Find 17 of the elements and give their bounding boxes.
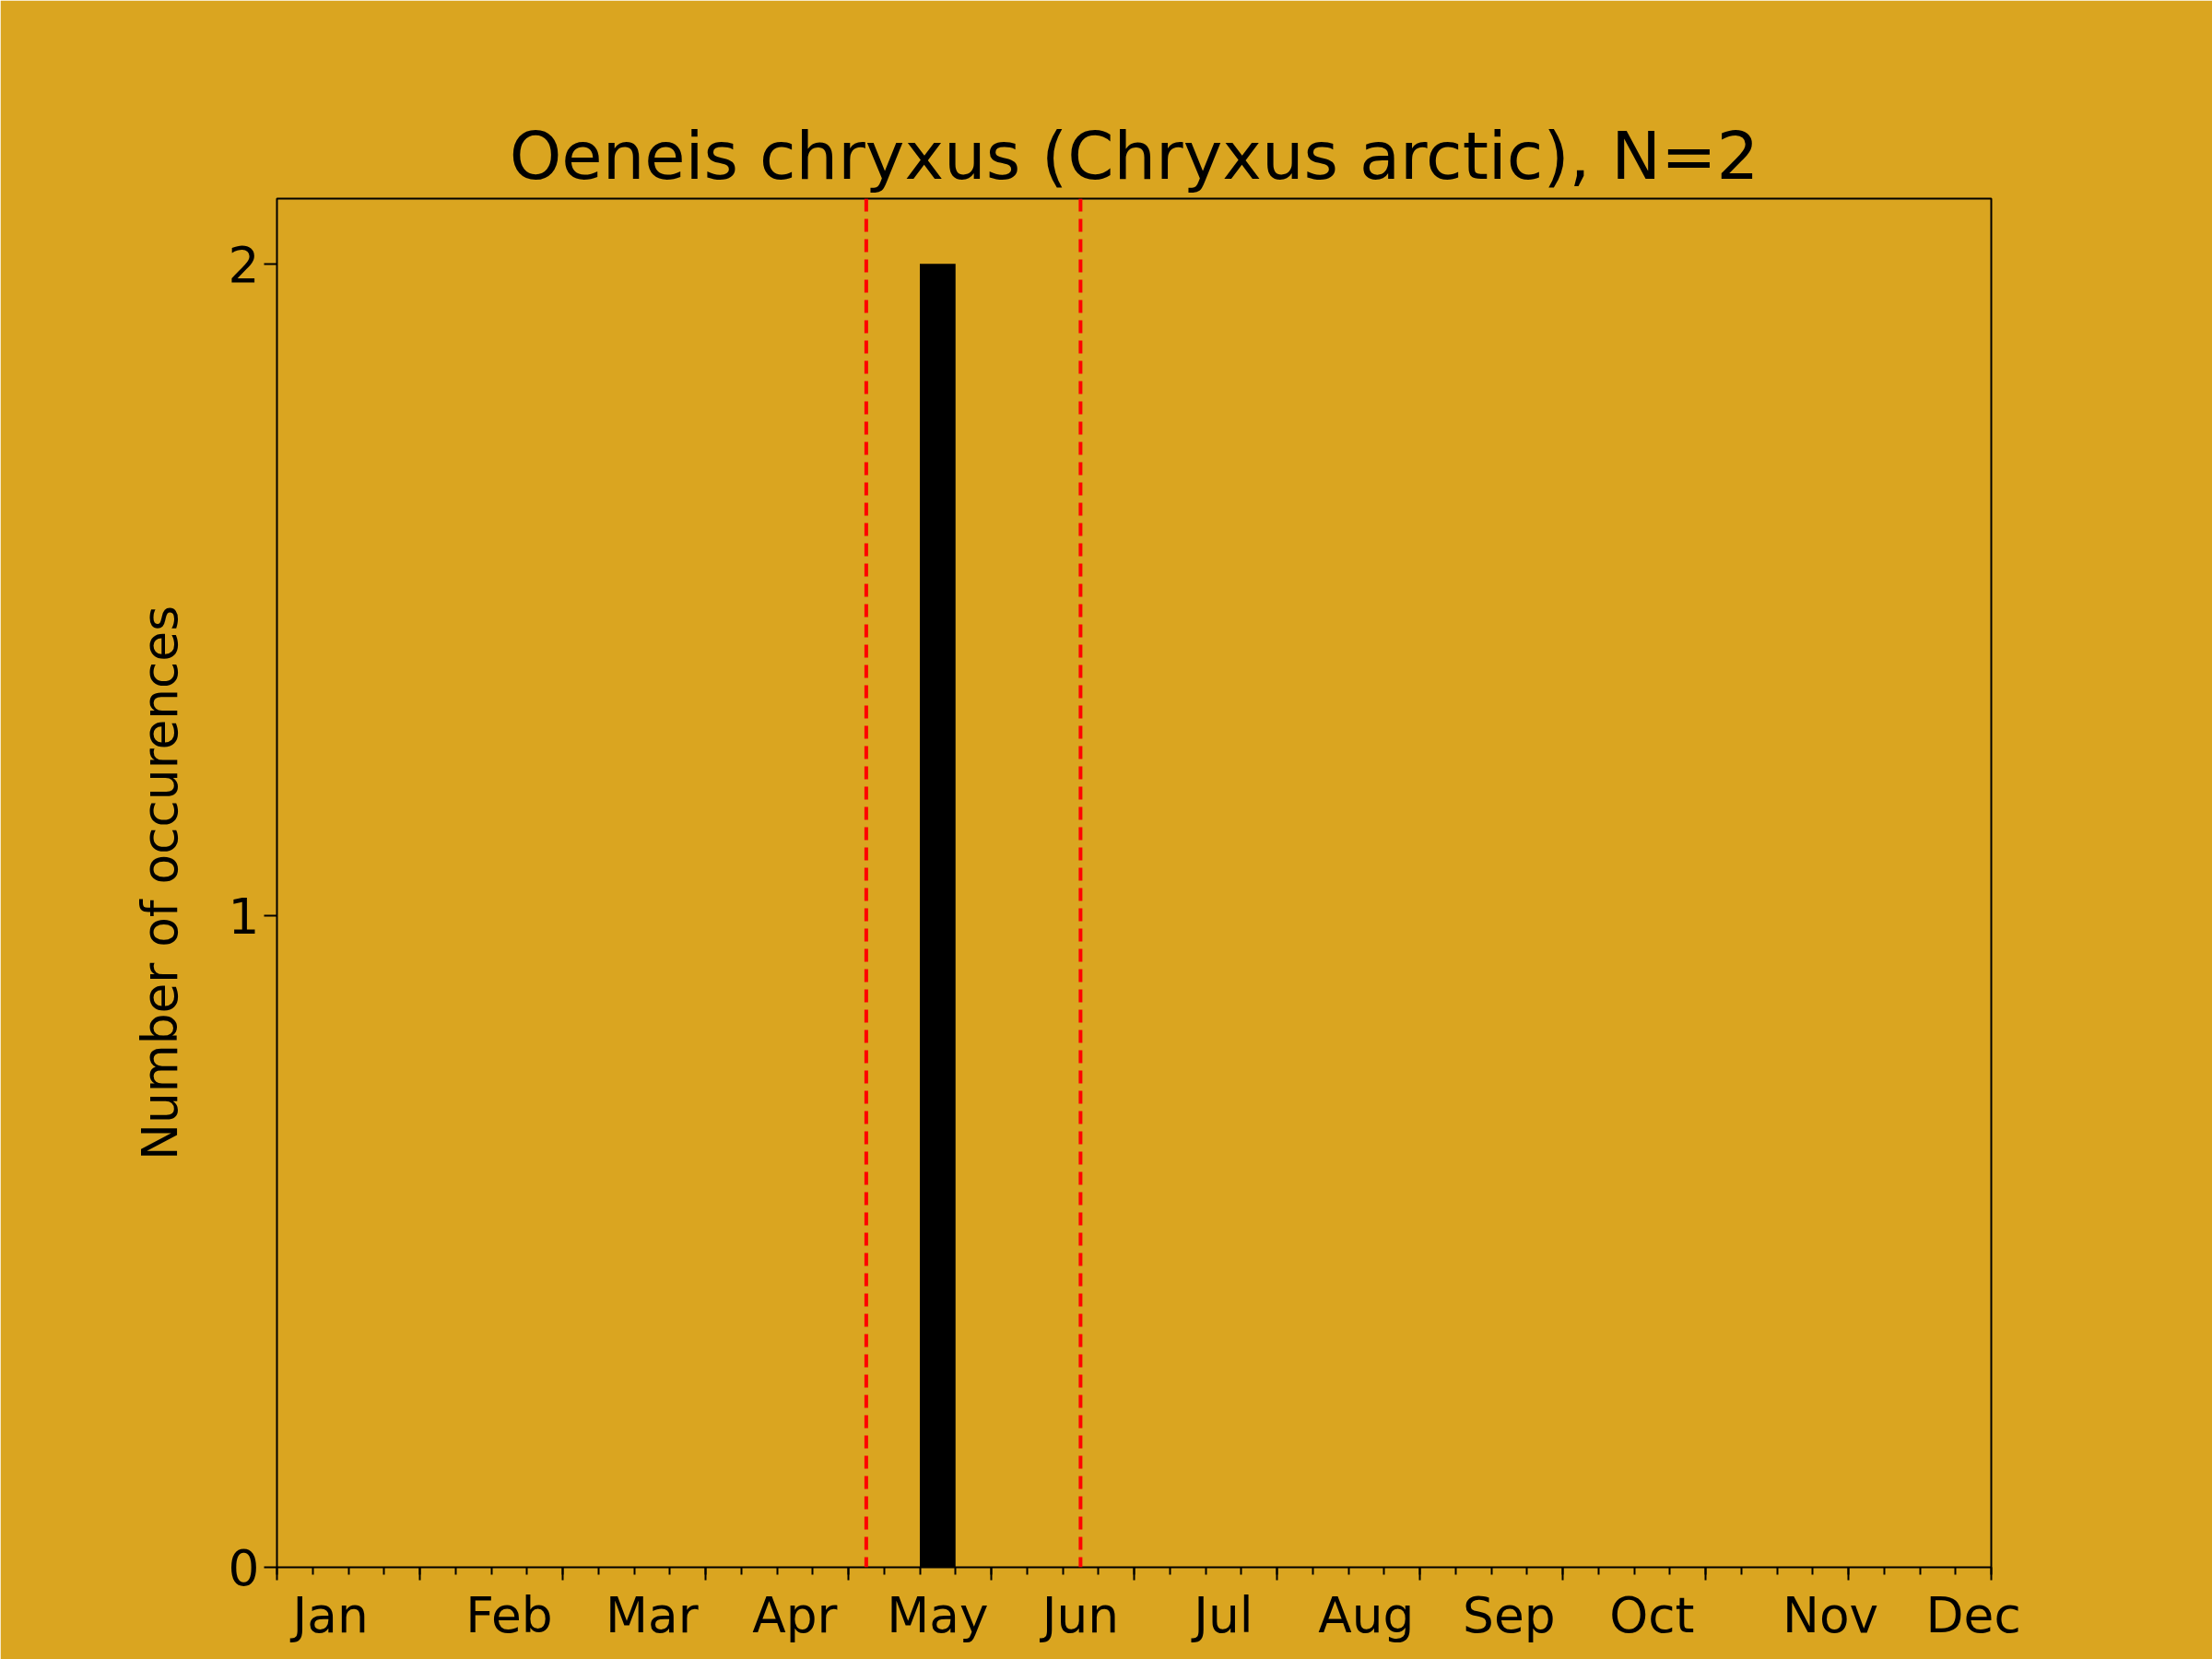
y-axis-title: Number of occurences	[130, 606, 189, 1160]
y-tick-label: 1	[228, 887, 260, 946]
x-tick-label: Jan	[289, 1585, 369, 1644]
x-tick-label: Oct	[1609, 1585, 1695, 1644]
x-tick-label: Mar	[606, 1585, 699, 1644]
x-tick-label: Feb	[465, 1585, 553, 1644]
x-tick-label: Aug	[1318, 1585, 1415, 1644]
y-tick-label: 2	[228, 235, 260, 294]
x-tick-label: Jul	[1191, 1585, 1253, 1644]
x-tick-label: Dec	[1925, 1585, 2021, 1644]
x-tick-label: Jun	[1039, 1585, 1120, 1644]
y-tick-label: 0	[228, 1539, 260, 1597]
x-tick-label: May	[887, 1585, 989, 1644]
x-tick-label: Sep	[1463, 1585, 1556, 1644]
x-tick-label: Nov	[1783, 1585, 1879, 1644]
chart-title: Oeneis chryxus (Chryxus arctic), N=2	[509, 116, 1759, 194]
x-tick-label: Apr	[752, 1585, 838, 1644]
